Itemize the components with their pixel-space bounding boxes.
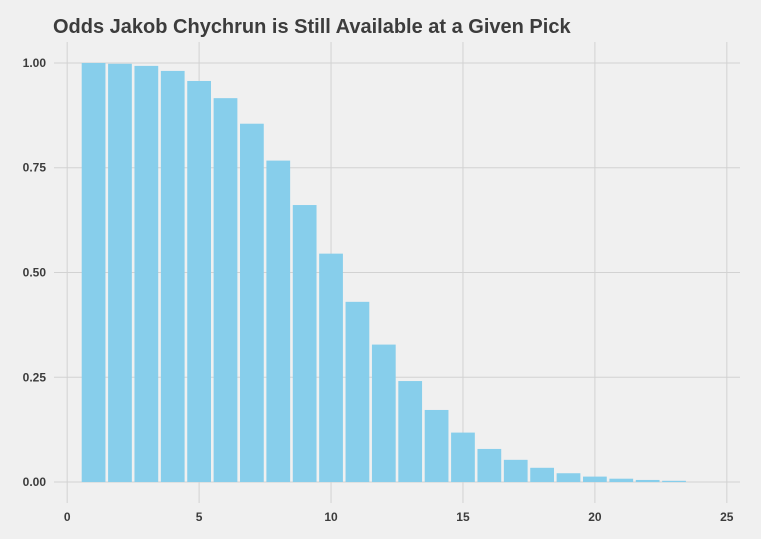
bar (187, 80, 211, 483)
bar (240, 123, 264, 483)
bar (609, 478, 634, 483)
x-tick-label: 25 (720, 510, 734, 524)
bar (160, 70, 185, 483)
x-tick-label: 15 (456, 510, 470, 524)
bar (477, 448, 502, 483)
grid-lines (54, 42, 740, 503)
bar (398, 381, 423, 483)
bar (556, 473, 581, 483)
y-tick-label: 0.75 (23, 161, 47, 175)
bar (134, 65, 159, 483)
y-tick-label: 0.00 (23, 475, 47, 489)
y-tick-label: 0.50 (23, 266, 47, 280)
y-tick-label: 1.00 (23, 56, 47, 70)
y-tick-label: 0.25 (23, 370, 47, 384)
bar (319, 253, 343, 483)
bar (371, 344, 396, 483)
bar (635, 479, 660, 483)
bar (662, 480, 686, 483)
bars (81, 62, 686, 483)
bar (451, 432, 475, 483)
x-axis-tick-labels: 0 5 10 15 20 25 (64, 510, 734, 524)
bar (266, 160, 291, 483)
x-tick-label: 10 (324, 510, 338, 524)
bar (213, 98, 238, 483)
x-tick-label: 20 (588, 510, 602, 524)
bar (583, 476, 607, 483)
bar (530, 467, 554, 483)
x-tick-label: 5 (196, 510, 203, 524)
chart-title: Odds Jakob Chychrun is Still Available a… (53, 16, 571, 38)
bar (108, 63, 132, 483)
bar (424, 409, 449, 483)
y-axis-tick-labels: 0.00 0.25 0.50 0.75 1.00 (23, 56, 47, 489)
bar (345, 301, 370, 483)
bar (503, 459, 528, 483)
x-tick-label: 0 (64, 510, 71, 524)
bar (81, 62, 106, 483)
bar (292, 205, 317, 483)
